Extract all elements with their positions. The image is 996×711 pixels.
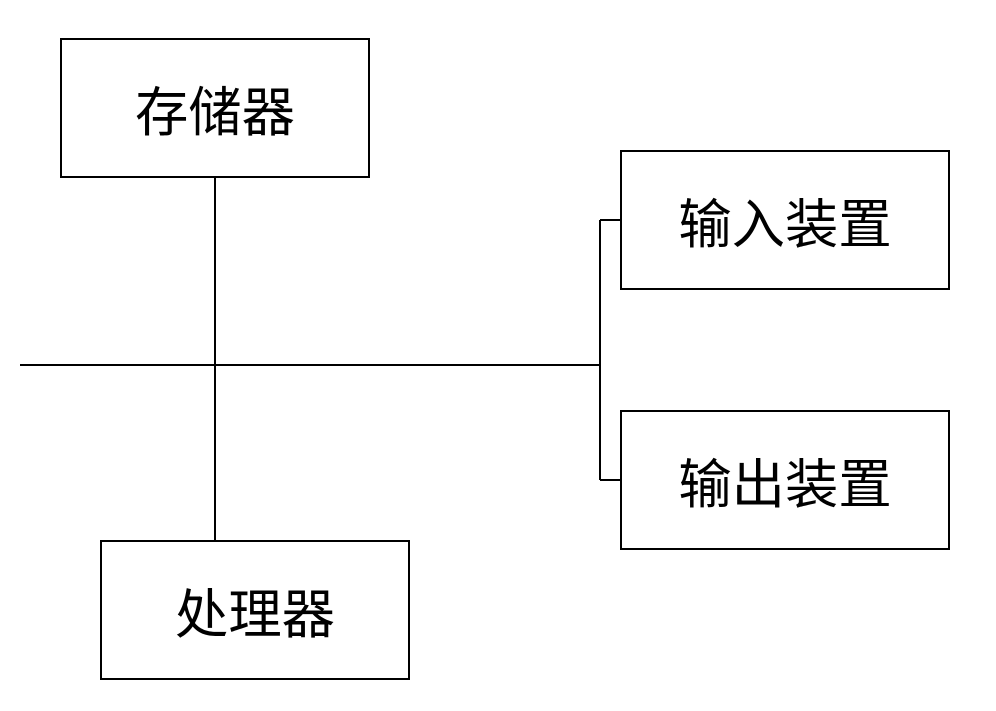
node-input: 输入装置 [620, 150, 950, 290]
diagram-canvas: 存储器 输入装置 输出装置 处理器 [0, 0, 996, 711]
node-memory: 存储器 [60, 38, 370, 178]
node-output: 输出装置 [620, 410, 950, 550]
node-processor: 处理器 [100, 540, 410, 680]
node-processor-label: 处理器 [175, 572, 335, 649]
node-memory-label: 存储器 [135, 70, 295, 147]
node-input-label: 输入装置 [678, 182, 891, 259]
node-output-label: 输出装置 [678, 442, 891, 519]
